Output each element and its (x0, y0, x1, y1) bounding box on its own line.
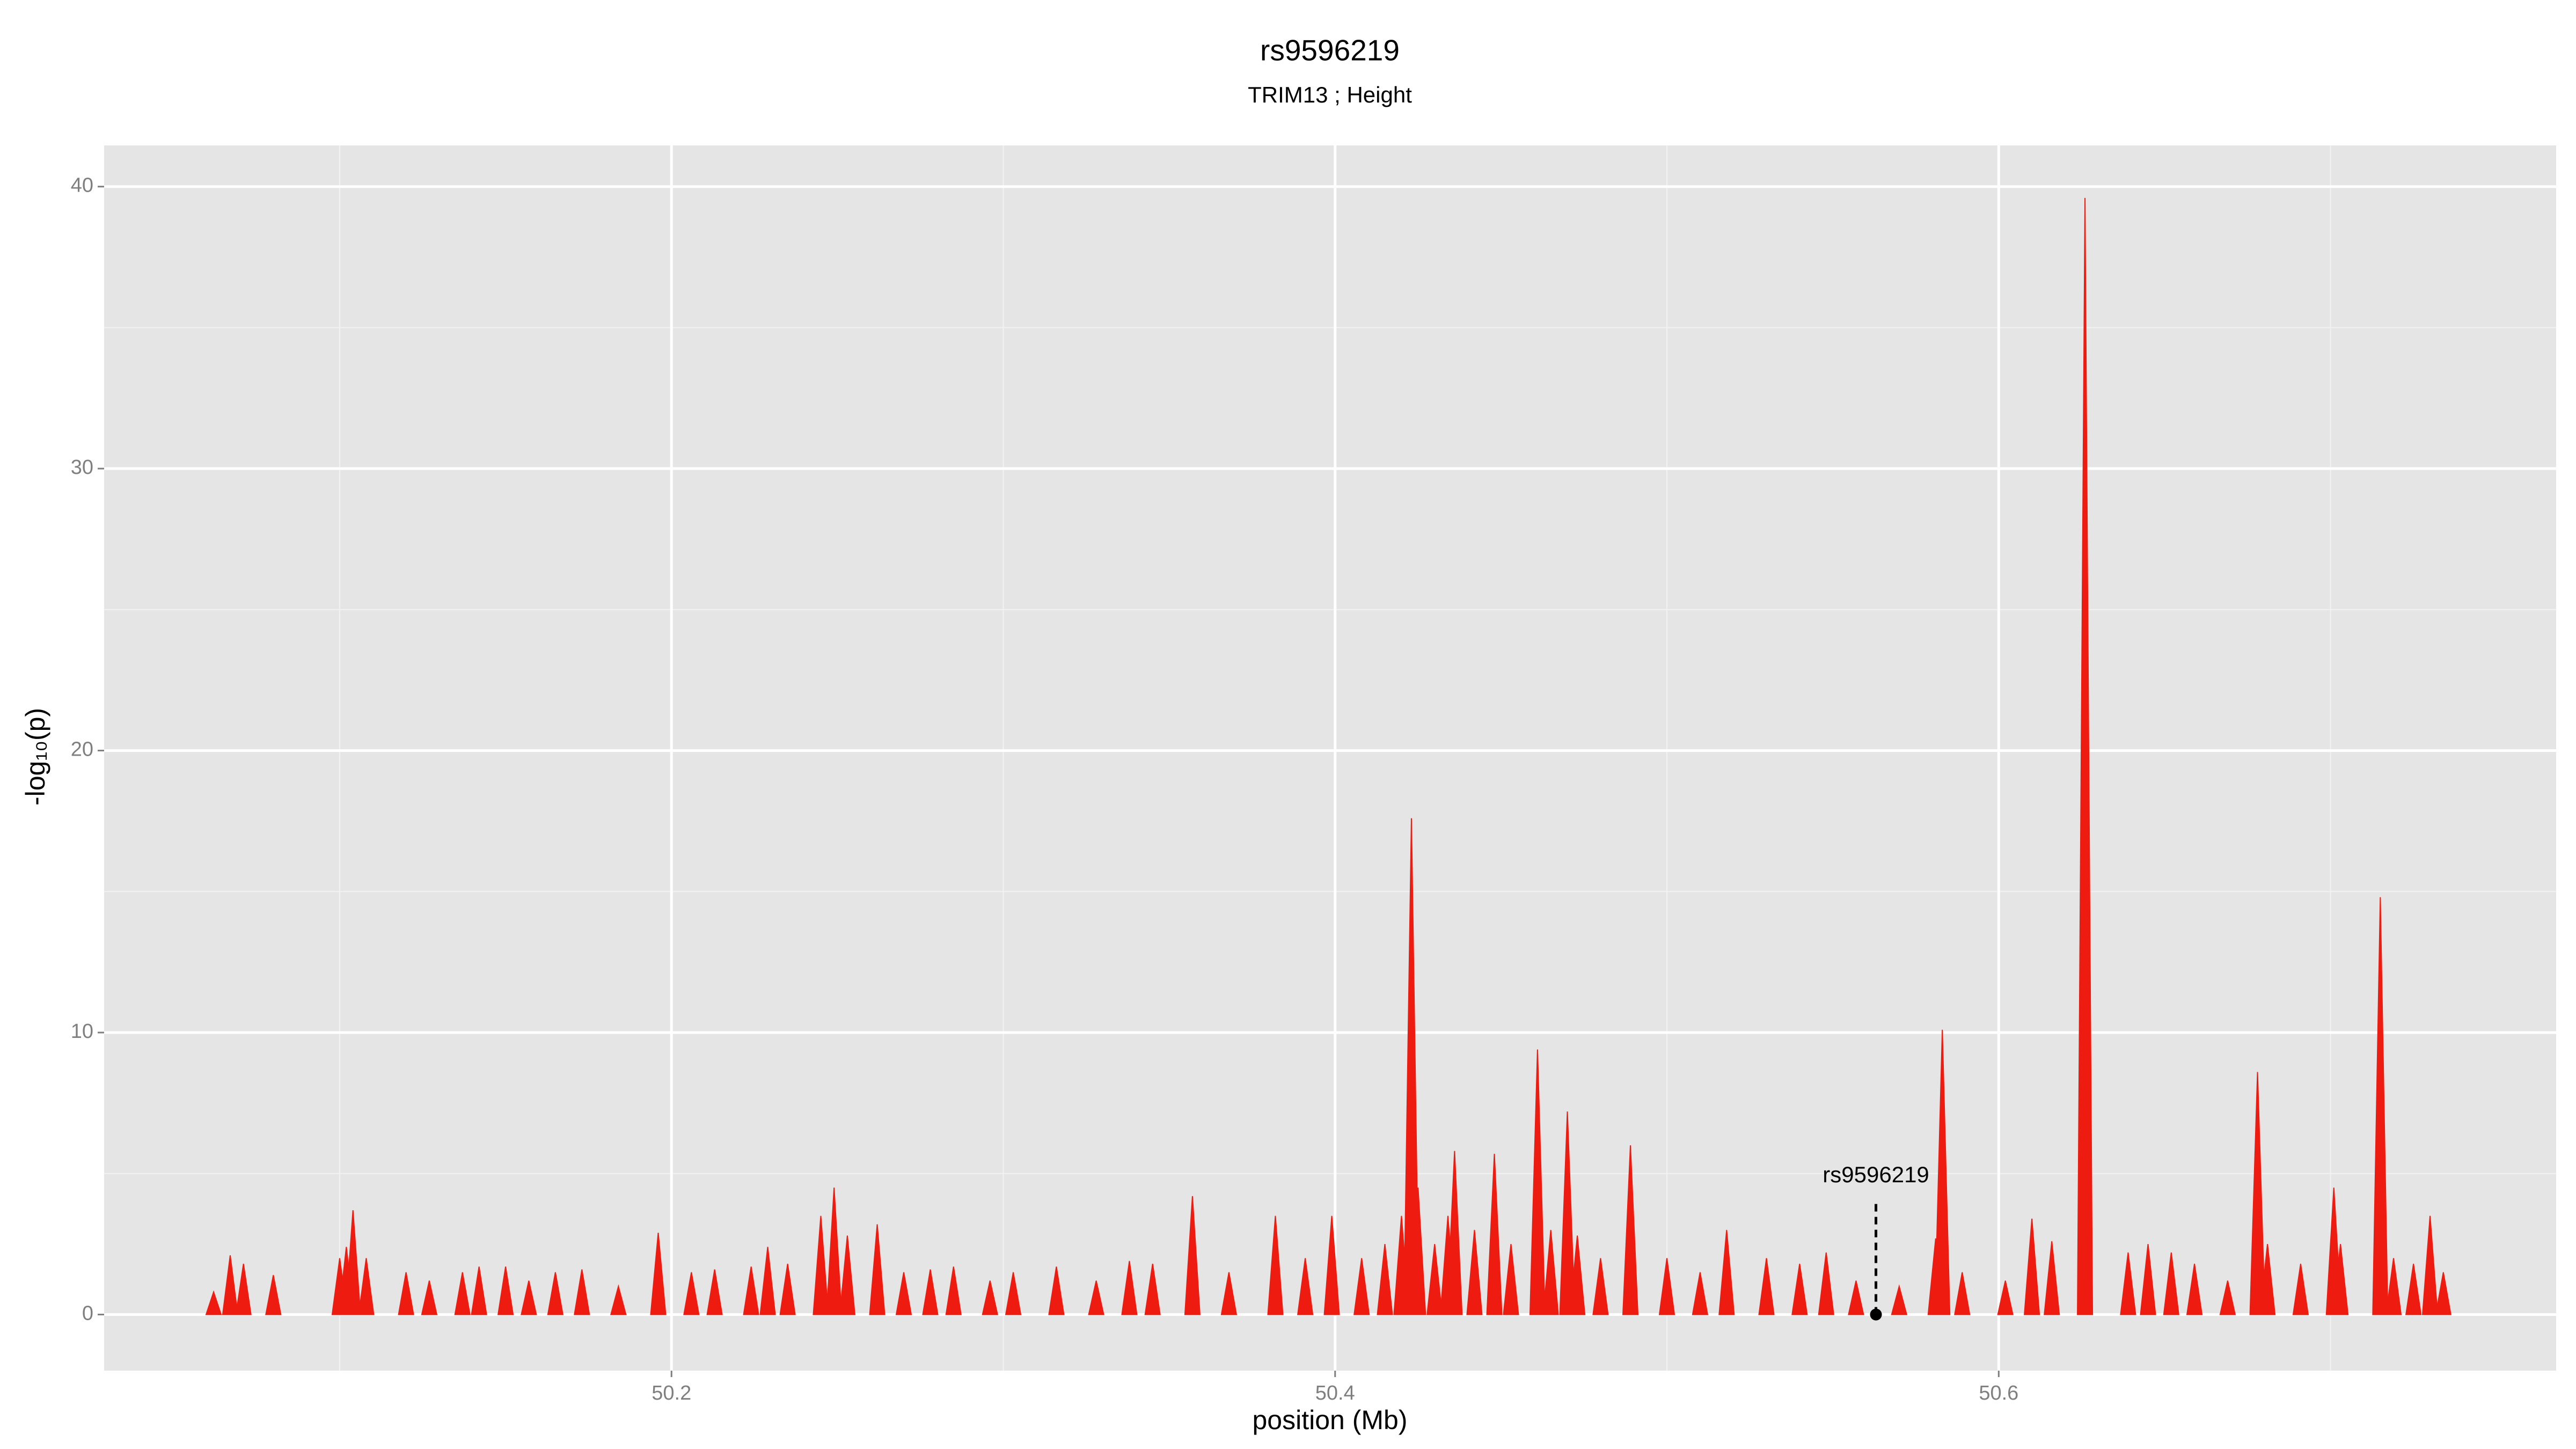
spike (2186, 1263, 2203, 1315)
spike (1569, 1235, 1586, 1315)
plot-panel (104, 145, 2556, 1371)
spike (1426, 1243, 1443, 1315)
spike (574, 1269, 590, 1315)
spike (1658, 1258, 1675, 1315)
spike (1692, 1272, 1709, 1315)
spike (2405, 1263, 2422, 1315)
spike (2292, 1263, 2309, 1315)
spike (471, 1266, 487, 1315)
spike (265, 1275, 282, 1315)
spike (1184, 1196, 1201, 1315)
spike (1410, 1187, 1426, 1315)
spike (235, 1263, 252, 1315)
spike (1144, 1263, 1161, 1315)
spike (358, 1258, 375, 1315)
annotation-point (1870, 1308, 1882, 1321)
spike (345, 1210, 361, 1315)
spike (454, 1272, 471, 1315)
spike (759, 1247, 776, 1315)
spike (1592, 1258, 1609, 1315)
x-tick-label: 50.2 (652, 1382, 691, 1404)
chart-title: rs9596219 (1260, 34, 1400, 67)
spike (945, 1266, 962, 1315)
spike (2332, 1243, 2349, 1315)
spike (2259, 1243, 2276, 1315)
spike (1758, 1258, 1775, 1315)
spike (1323, 1216, 1340, 1315)
spike (1954, 1272, 1971, 1315)
spike (869, 1224, 885, 1315)
spike (2249, 1072, 2266, 1315)
spike (497, 1266, 514, 1315)
spike (1297, 1258, 1314, 1315)
spike (1048, 1266, 1065, 1315)
spike (1791, 1263, 1808, 1315)
spike (2372, 897, 2389, 1315)
spike (1542, 1230, 1559, 1315)
spike (683, 1272, 700, 1315)
spike (2219, 1280, 2236, 1315)
spike (1005, 1272, 1022, 1315)
spike (813, 1216, 829, 1315)
spike (1622, 1145, 1639, 1315)
x-axis-title: position (Mb) (1253, 1405, 1408, 1435)
annotation-label: rs9596219 (1823, 1162, 1929, 1187)
spike (2163, 1252, 2179, 1315)
x-tick-label: 50.6 (1979, 1382, 2018, 1404)
spike (743, 1266, 759, 1315)
y-tick-label: 0 (82, 1302, 93, 1324)
spike (222, 1255, 239, 1315)
y-axis-title: -log₁₀(p) (20, 708, 50, 806)
spike (2385, 1258, 2402, 1315)
spike (2140, 1243, 2156, 1315)
spike (1503, 1243, 1519, 1315)
spike (2421, 1216, 2439, 1315)
spike (1466, 1230, 1483, 1315)
y-tick-label: 10 (71, 1020, 93, 1043)
spike (1559, 1111, 1576, 1315)
spike (2120, 1252, 2136, 1315)
spike (205, 1290, 222, 1315)
spike (839, 1235, 856, 1315)
spike (706, 1269, 723, 1315)
chart-subtitle: TRIM13 ; Height (1248, 82, 1412, 107)
spike (1446, 1151, 1463, 1315)
spike (1220, 1272, 1238, 1315)
spike (1121, 1261, 1138, 1315)
spike (826, 1187, 843, 1315)
spike (1818, 1252, 1834, 1315)
spike (922, 1269, 939, 1315)
y-tick-label: 20 (71, 738, 93, 761)
spike (421, 1280, 438, 1315)
spike (610, 1284, 627, 1315)
spike (1267, 1216, 1284, 1315)
spike (547, 1272, 564, 1315)
y-tick-label: 30 (71, 456, 93, 479)
spike (2024, 1218, 2040, 1315)
spike (1353, 1258, 1370, 1315)
spike (779, 1263, 796, 1315)
spike (2044, 1241, 2060, 1315)
y-tick-label: 40 (71, 174, 93, 197)
spike (895, 1272, 912, 1315)
spike (1848, 1280, 1864, 1315)
spike (1486, 1153, 1503, 1315)
spike (1088, 1280, 1104, 1315)
spike (1377, 1243, 1393, 1315)
spike (982, 1280, 999, 1315)
spike (1529, 1049, 1546, 1315)
spike (1891, 1284, 1908, 1315)
spike (1934, 1029, 1951, 1315)
spike (650, 1232, 667, 1315)
spike (521, 1280, 537, 1315)
spike (1718, 1230, 1735, 1315)
spike (2435, 1272, 2451, 1315)
spike (398, 1272, 414, 1315)
spike (1997, 1280, 2014, 1315)
spike (2077, 197, 2094, 1315)
x-tick-label: 50.4 (1315, 1382, 1355, 1404)
